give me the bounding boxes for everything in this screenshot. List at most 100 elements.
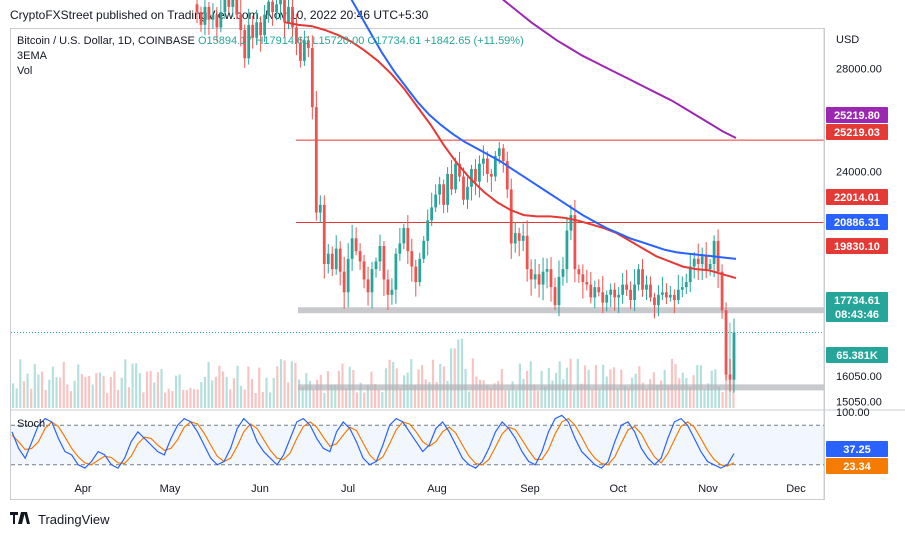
candle-body — [314, 107, 318, 213]
volume-bar — [569, 358, 572, 408]
volume-bar — [182, 389, 185, 408]
volume-bar — [269, 392, 272, 408]
stoch-d-line — [11, 417, 735, 467]
volume-bar — [497, 381, 500, 408]
volume-bar — [250, 379, 254, 408]
volume-bar — [424, 379, 427, 408]
candle-body — [350, 238, 354, 259]
footer-branding[interactable]: TradingView — [10, 512, 110, 527]
candle-body — [195, 4, 199, 12]
volume-bar — [591, 389, 594, 408]
price-tag-bg — [826, 306, 888, 322]
price-tick-label: 16050.00 — [836, 371, 882, 383]
candle-body — [724, 310, 728, 375]
volume-bar — [44, 389, 47, 408]
candle-body — [211, 14, 215, 20]
candle-body — [414, 266, 418, 282]
price-tag-bg — [826, 107, 888, 123]
candle-body — [303, 40, 306, 61]
volume-bar — [316, 379, 319, 408]
candle-body — [649, 284, 652, 298]
volume-bar — [254, 392, 257, 408]
volume-bar — [203, 376, 207, 408]
volume-bar — [276, 366, 279, 408]
volume-bar — [450, 348, 453, 408]
volume-bar — [174, 375, 178, 408]
candle-body — [434, 194, 438, 208]
candle-body — [219, 12, 223, 28]
volume-bar — [218, 365, 221, 408]
volume-bar — [37, 374, 40, 408]
volume-bar — [388, 359, 391, 408]
stoch-tag-bg — [826, 441, 888, 457]
candle-body — [629, 289, 632, 300]
volume-bar — [80, 374, 83, 408]
volume-bar — [453, 348, 456, 408]
volume-bar — [573, 389, 576, 408]
volume-bar — [460, 338, 464, 408]
volume-bar — [91, 384, 94, 408]
candle-body — [422, 240, 426, 259]
candle-body — [310, 48, 314, 108]
volume-bar — [95, 373, 98, 408]
candle-body — [601, 292, 605, 303]
ema-red-line — [284, 21, 737, 280]
candle-body — [243, 30, 247, 59]
volume-bar — [345, 388, 348, 408]
volume-bar — [73, 380, 76, 408]
candle-body — [513, 233, 517, 244]
volume-bar — [261, 391, 264, 408]
ema-indicator-label[interactable]: 3EMA — [17, 50, 47, 62]
volume-bar — [366, 385, 369, 408]
candle-body — [255, 22, 259, 38]
volume-bar — [649, 379, 652, 408]
volume-bar — [69, 391, 73, 408]
time-axis: Apr May Jun Jul Aug Sep Oct Nov Dec — [74, 483, 806, 495]
candle-body — [589, 284, 593, 298]
volume-bar — [598, 388, 601, 408]
candle-body — [732, 332, 736, 380]
candle-body — [569, 215, 573, 231]
volume-bar — [374, 384, 377, 408]
volume-bar — [319, 374, 322, 408]
candle-body — [625, 284, 628, 290]
candle-body — [322, 204, 326, 264]
candle-body — [664, 292, 668, 298]
volume-bar — [402, 375, 406, 408]
price-tag-bg — [826, 292, 888, 308]
price-tag-bg — [826, 124, 888, 140]
candle-body — [684, 282, 688, 288]
volume-bar — [294, 362, 297, 408]
volume-bar — [77, 364, 80, 408]
candle-body — [442, 184, 446, 205]
volume-indicator-label[interactable]: Vol — [17, 65, 33, 77]
currency-label[interactable]: USD — [836, 34, 860, 46]
candle-body — [549, 269, 553, 288]
candle-body — [346, 258, 350, 293]
candle-body — [338, 248, 342, 272]
volume-bar — [717, 386, 721, 408]
volume-bar — [51, 366, 54, 408]
volume-bar — [551, 380, 554, 408]
candle-body — [398, 243, 402, 254]
candle-body — [633, 284, 636, 300]
candle-body — [553, 287, 557, 306]
candle-body — [641, 269, 644, 290]
volume-bar — [428, 382, 431, 408]
volume-bar — [656, 385, 659, 408]
volume-bar — [533, 384, 536, 408]
candle-body — [235, 0, 239, 15]
symbol-title[interactable]: Bitcoin / U.S. Dollar, 1D, COINBASE — [17, 35, 195, 47]
volume-bar — [62, 361, 65, 408]
price-tag-bg — [826, 347, 888, 363]
candle-body — [637, 269, 640, 285]
volume-bar — [240, 385, 243, 408]
month-label: May — [160, 483, 181, 495]
stoch-indicator-label[interactable]: Stoch — [17, 418, 46, 430]
candle-body — [390, 289, 394, 295]
price-tag-text: 22014.01 — [834, 192, 880, 204]
volume-bar — [22, 381, 26, 408]
volume-bar — [229, 389, 232, 408]
volume-bar — [478, 379, 482, 408]
